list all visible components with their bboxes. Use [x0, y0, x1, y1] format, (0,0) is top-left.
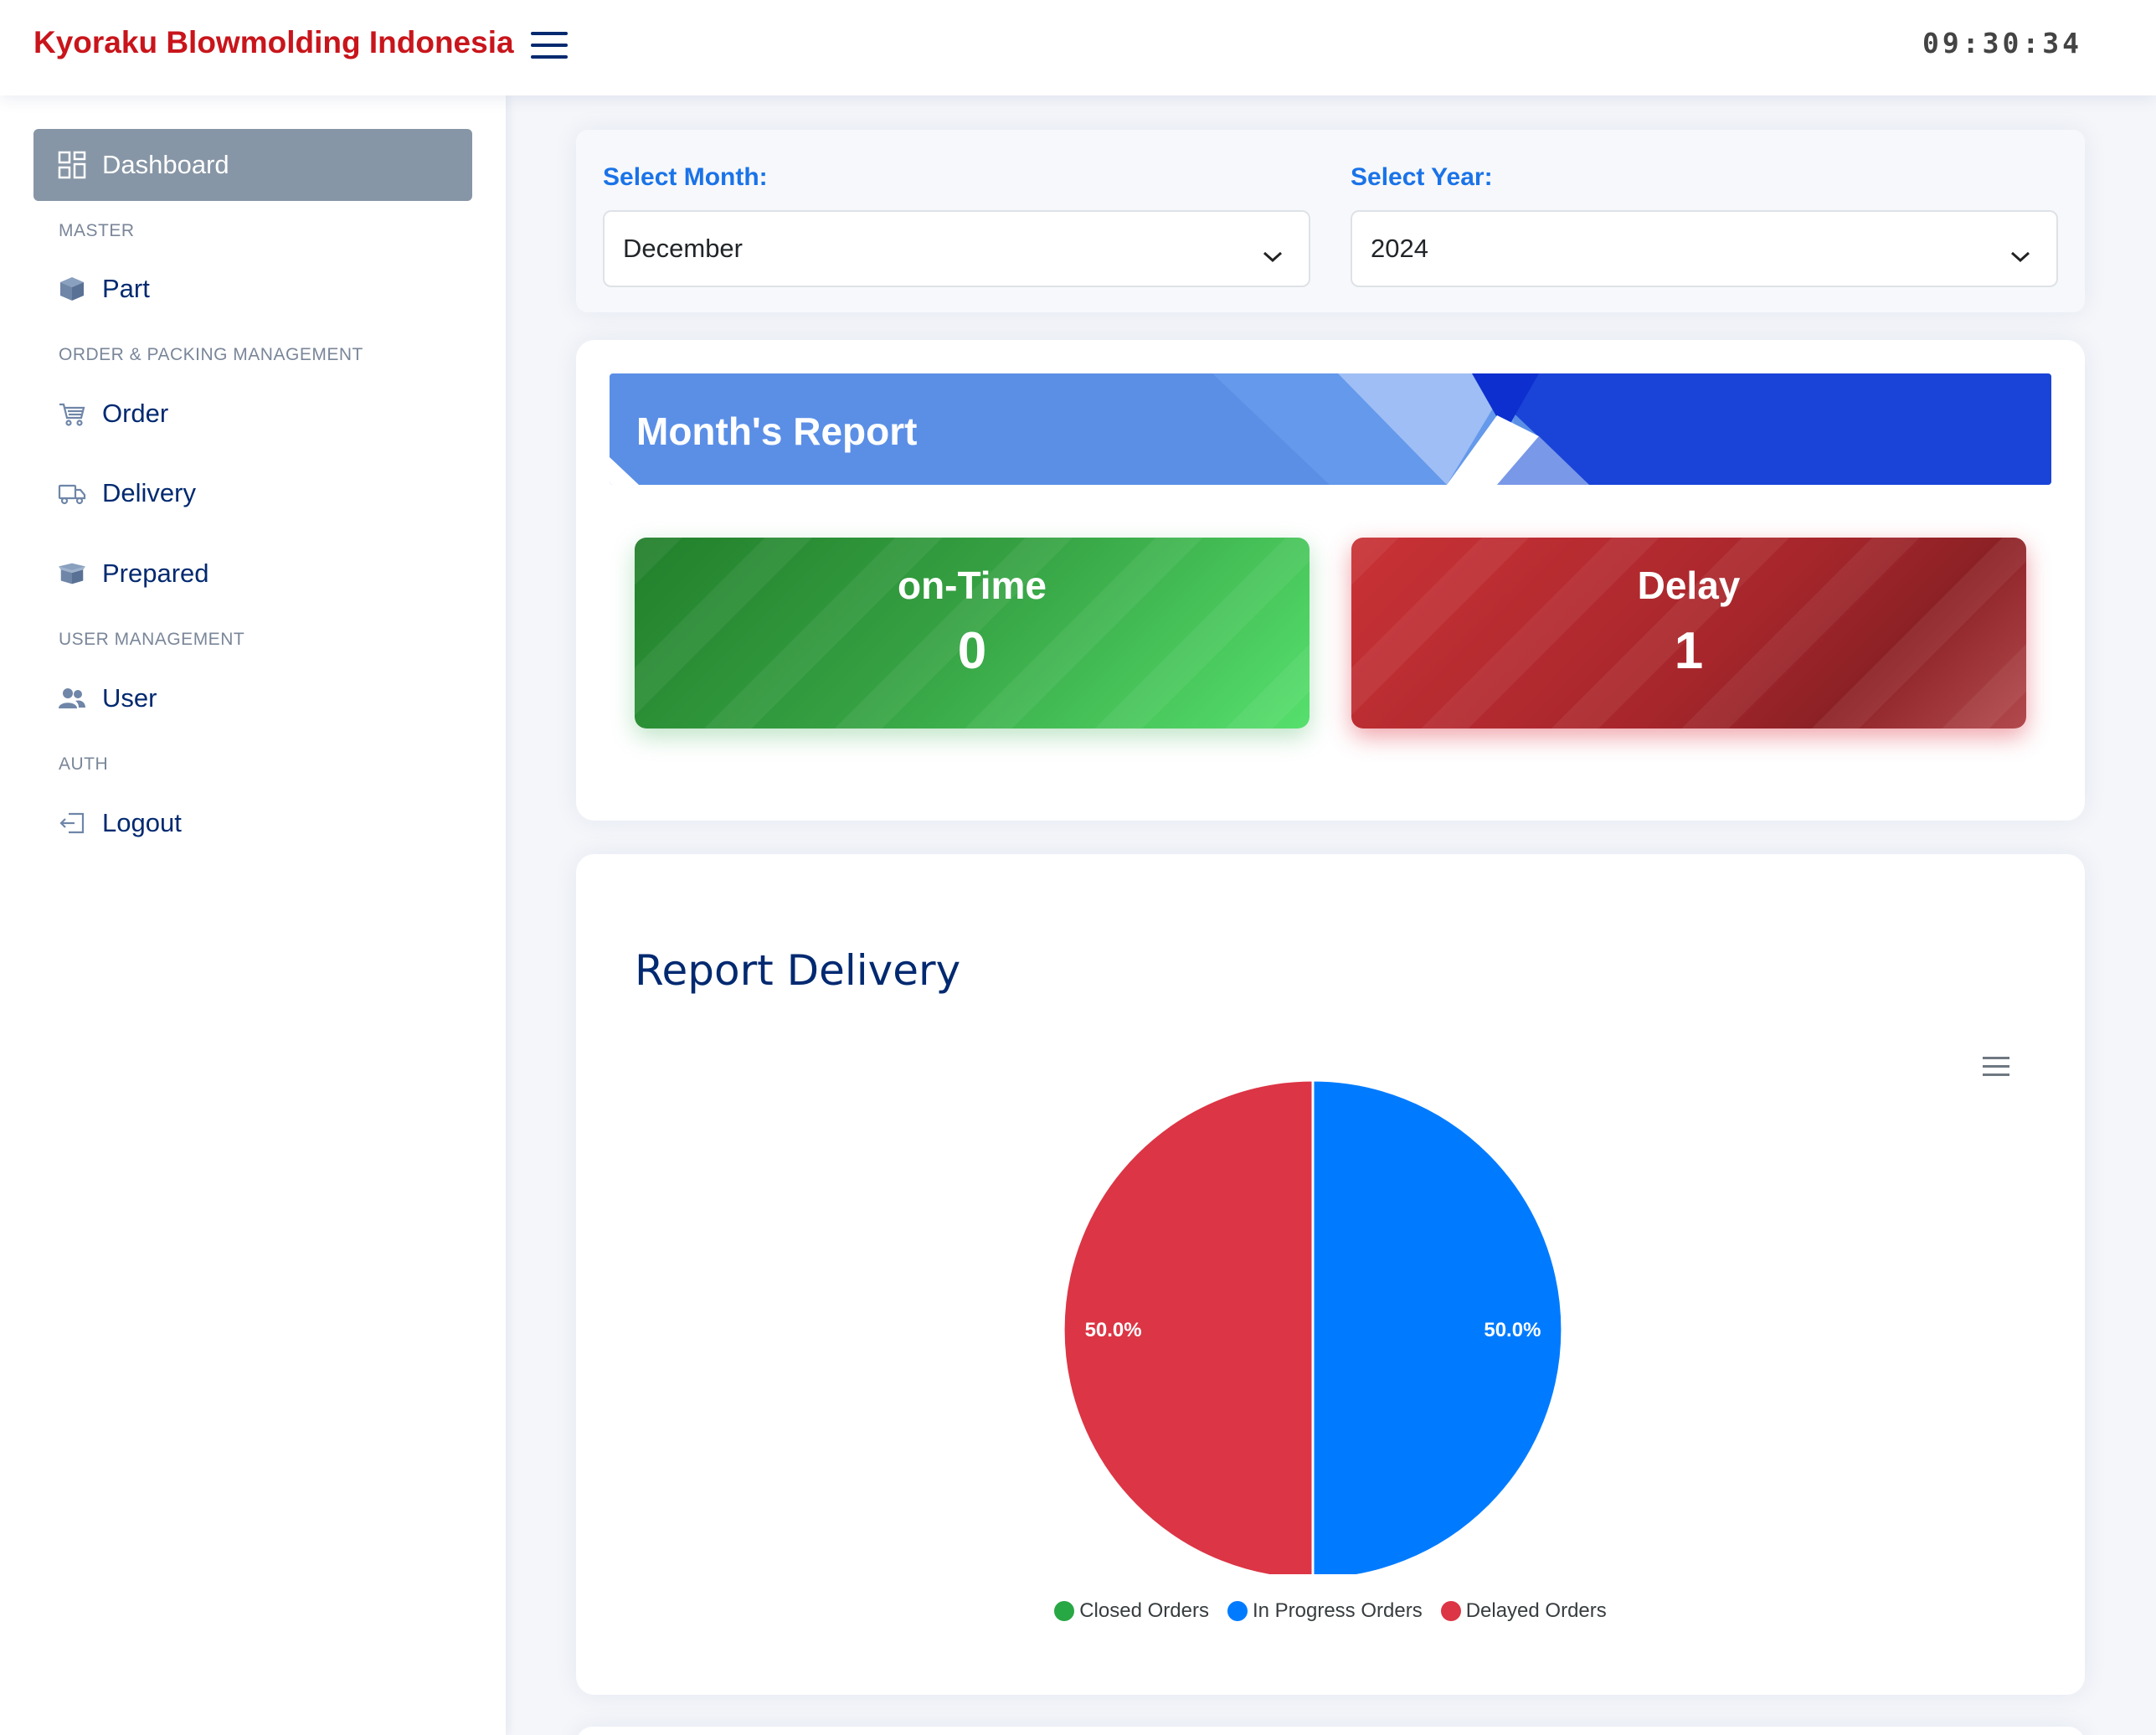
sidebar-item-label: Delivery: [102, 478, 196, 507]
sidebar-item-label: Dashboard: [102, 150, 229, 179]
nav-heading-order-packing: ORDER & PACKING MANAGEMENT: [59, 345, 363, 364]
chart-legend: Closed Orders In Progress Orders Delayed O…: [576, 1599, 2085, 1623]
legend-marker: [1440, 1601, 1461, 1621]
users-icon: [57, 683, 87, 713]
sidebar-item-prepared[interactable]: Prepared: [33, 538, 472, 610]
sidebar-item-logout[interactable]: Logout: [33, 787, 472, 859]
legend-item[interactable]: Closed Orders: [1054, 1599, 1209, 1623]
month-select-value: December: [623, 234, 743, 263]
sidebar-item-user[interactable]: User: [33, 662, 472, 734]
sidebar-item-label: User: [102, 683, 157, 713]
delay-value: 1: [1674, 622, 1704, 680]
year-select-value: 2024: [1371, 234, 1428, 263]
chart-menu-icon[interactable]: [1983, 1057, 2009, 1077]
delay-stat: Delay 1: [1351, 538, 2026, 728]
on-time-value: 0: [957, 622, 987, 680]
brand-logo[interactable]: Kyoraku Blowmolding Indonesia: [33, 25, 514, 59]
truck-icon: [57, 478, 87, 508]
cart-icon: [57, 399, 87, 429]
month-label: Select Month:: [603, 163, 768, 191]
clock: 09:30:34: [1922, 27, 2082, 59]
year-select[interactable]: 2024: [1351, 210, 2058, 287]
sidebar-item-label: Prepared: [102, 559, 209, 588]
legend-label: Delayed Orders: [1465, 1599, 1607, 1622]
sidebar-item-dashboard[interactable]: Dashboard: [33, 129, 472, 201]
legend-marker: [1054, 1601, 1075, 1621]
sidebar-item-part[interactable]: Part: [33, 253, 472, 325]
nav-heading-master: MASTER: [59, 221, 135, 240]
sidebar-item-label: Logout: [102, 808, 182, 837]
sidebar-item-label: Part: [102, 274, 150, 303]
report-title: Month's Report: [636, 409, 918, 453]
report-banner: Month's Report: [610, 373, 2051, 485]
sidebar-item-order[interactable]: Order: [33, 378, 472, 450]
legend-label: Closed Orders: [1079, 1599, 1209, 1622]
grid-icon: [57, 150, 87, 180]
banner-background: [610, 373, 2051, 485]
open-box-icon: [57, 559, 87, 589]
pie-data-label: 50.0%: [1484, 1319, 1541, 1341]
sidebar-item-delivery[interactable]: Delivery: [33, 457, 472, 529]
delay-label: Delay: [1637, 564, 1741, 607]
month-report-card: Month's Report on-Time 0 Delay 1: [576, 340, 2085, 821]
report-delivery-card: Report Delivery 50.0% 50.0% Closed Orders…: [576, 854, 2085, 1695]
next-card: [576, 1727, 2085, 1735]
pie-slice-delayed-orders[interactable]: [1062, 1079, 1315, 1574]
legend-item[interactable]: Delayed Orders: [1440, 1599, 1607, 1623]
menu-toggle-icon[interactable]: [531, 28, 568, 62]
pie-chart: 50.0% 50.0%: [1062, 1079, 1564, 1574]
pie-data-label: 50.0%: [1085, 1319, 1142, 1341]
logout-icon: [57, 808, 87, 838]
nav-heading-auth: AUTH: [59, 754, 109, 774]
box-icon: [57, 274, 87, 304]
month-select[interactable]: December: [603, 210, 1310, 287]
legend-label: In Progress Orders: [1252, 1599, 1423, 1622]
year-label: Select Year:: [1351, 163, 1493, 191]
nav-heading-user-management: USER MANAGEMENT: [59, 630, 245, 649]
sidebar: Dashboard MASTER Part ORDER & PACKING MA…: [0, 95, 506, 1735]
filter-card: Select Month: December Select Year: 2024: [576, 130, 2085, 312]
chevron-down-icon: [2009, 240, 2031, 270]
on-time-stat: on-Time 0: [635, 538, 1310, 728]
legend-item[interactable]: In Progress Orders: [1227, 1599, 1423, 1623]
top-header: Kyoraku Blowmolding Indonesia 09:30:34: [0, 0, 2156, 95]
legend-marker: [1227, 1601, 1248, 1621]
sidebar-item-label: Order: [102, 399, 169, 428]
on-time-label: on-Time: [897, 564, 1047, 607]
chart-title: Report Delivery: [635, 946, 961, 995]
chevron-down-icon: [1262, 240, 1284, 270]
pie-slice-in-progress-orders[interactable]: [1311, 1079, 1564, 1574]
